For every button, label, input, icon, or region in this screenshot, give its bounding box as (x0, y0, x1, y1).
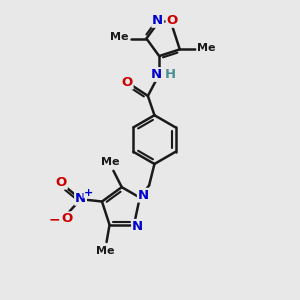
Text: Me: Me (197, 43, 216, 53)
Text: O: O (61, 212, 72, 225)
Text: Me: Me (110, 32, 129, 42)
Text: N: N (151, 68, 162, 81)
Text: Me: Me (101, 158, 120, 167)
Text: Me: Me (96, 246, 114, 256)
Text: O: O (122, 76, 133, 89)
Text: +: + (84, 188, 94, 198)
Text: −: − (49, 212, 61, 226)
Text: N: N (138, 189, 149, 202)
Text: O: O (56, 176, 67, 189)
Text: N: N (75, 192, 86, 205)
Text: N: N (132, 220, 143, 233)
Text: N: N (152, 14, 163, 27)
Text: H: H (165, 68, 176, 81)
Text: O: O (167, 14, 178, 27)
